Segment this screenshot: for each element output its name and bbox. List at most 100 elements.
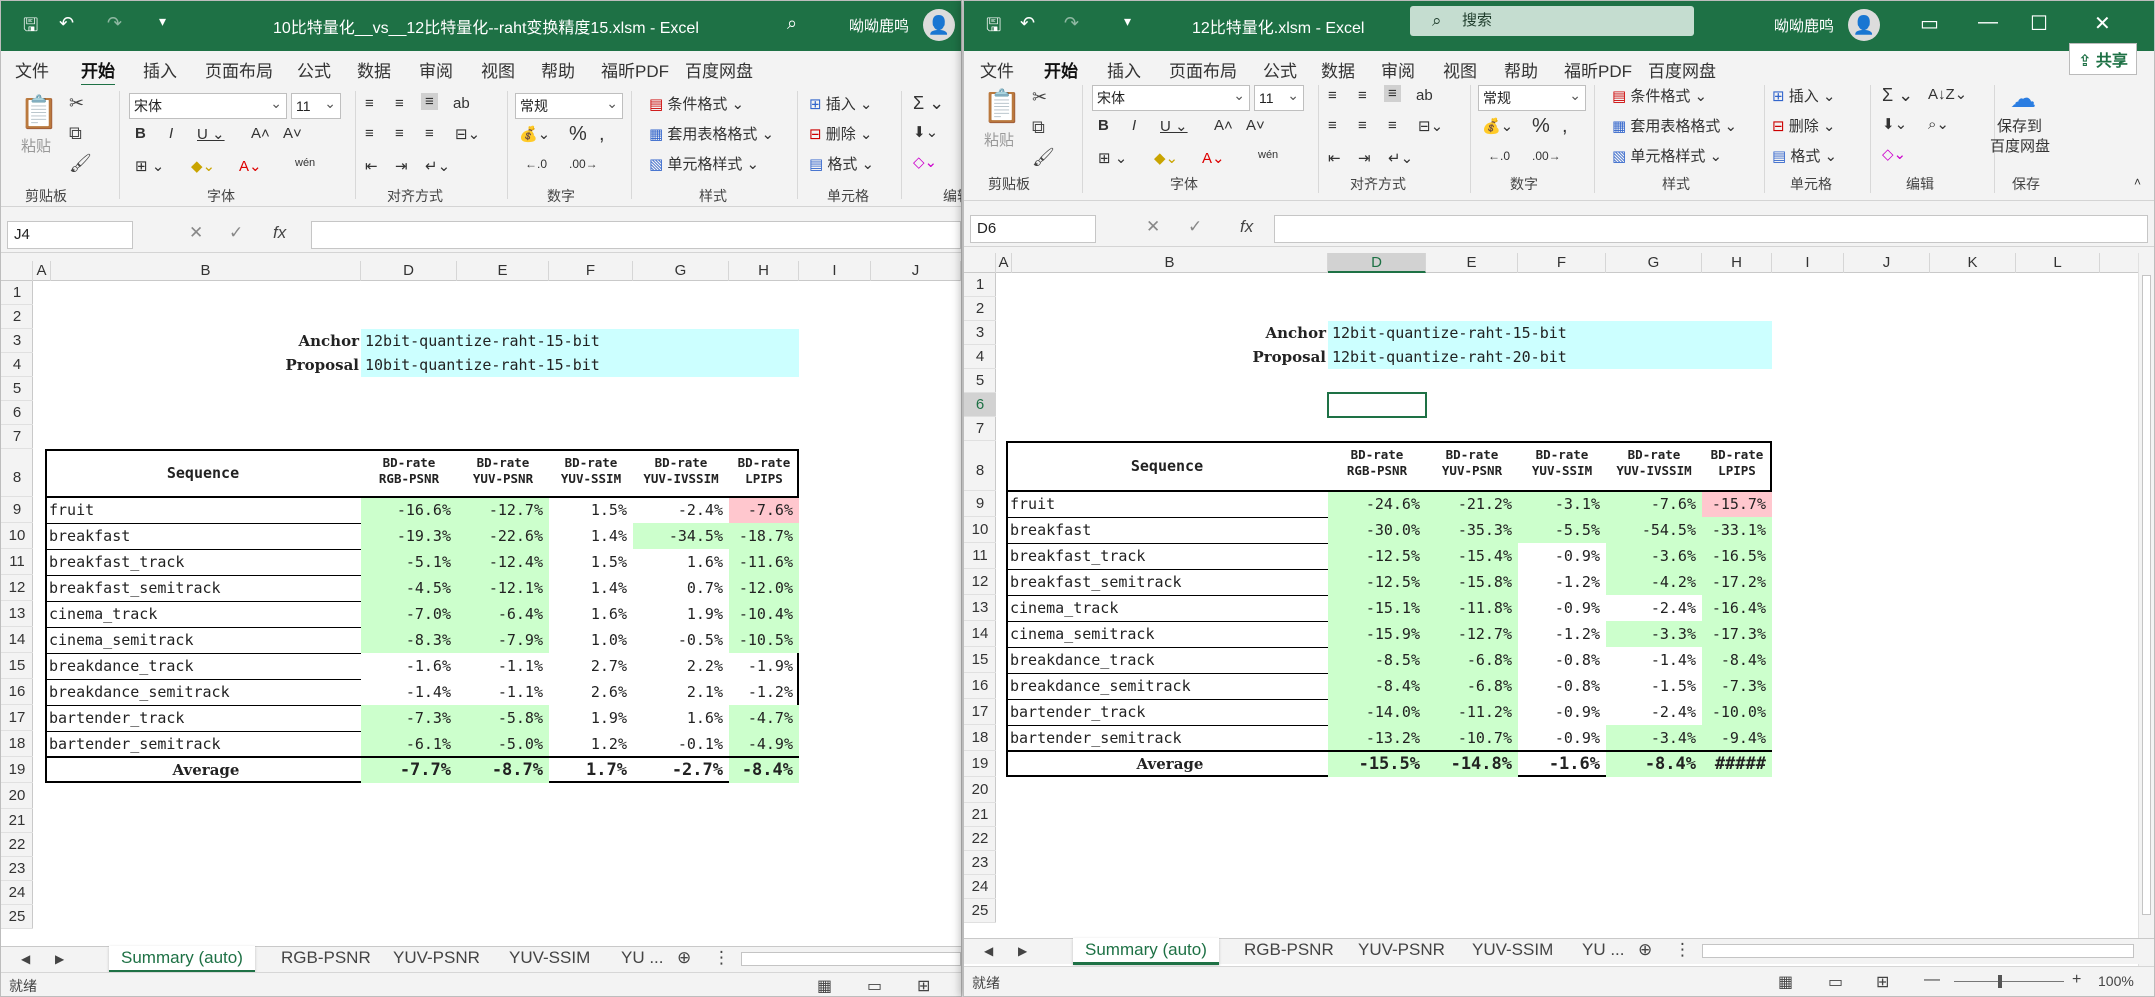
metric-value[interactable]: 1.4% — [590, 527, 627, 545]
paste-label[interactable]: 粘贴 — [984, 132, 1015, 149]
metric-value[interactable]: -30.0% — [1328, 517, 1426, 543]
row-header-4[interactable]: 4 — [964, 345, 996, 369]
metric-value[interactable]: -22.6% — [457, 523, 549, 549]
sequence-name[interactable]: cinema_track — [49, 605, 158, 623]
vertical-scrollbar[interactable] — [2138, 253, 2154, 996]
metric-value[interactable]: -5.8% — [457, 705, 549, 731]
decrease-decimal-icon[interactable]: .00→ — [1532, 149, 1561, 163]
enter-icon[interactable]: ✓ — [1188, 217, 1203, 236]
insert-function-icon[interactable]: fx — [273, 223, 287, 242]
row-header-23[interactable]: 23 — [1, 857, 33, 881]
metric-value[interactable]: 1.0% — [590, 631, 627, 649]
row-header-5[interactable]: 5 — [964, 369, 996, 393]
metric-value[interactable]: -12.1% — [457, 575, 549, 601]
more-sheets-icon[interactable]: ⋮ — [1674, 940, 1691, 959]
format-painter-icon[interactable]: 🖌 — [69, 153, 92, 173]
font-name-select[interactable]: 宋体 — [129, 91, 287, 119]
metric-value[interactable]: 1.6% — [590, 605, 627, 623]
metric-value[interactable]: -1.2% — [747, 683, 793, 701]
tab-2[interactable]: 插入 — [1107, 62, 1141, 81]
metric-value[interactable]: -4.7% — [729, 705, 799, 731]
zoom-out-icon[interactable]: — — [1924, 971, 1940, 988]
metric-value[interactable]: -3.1% — [1518, 491, 1606, 517]
column-header-G[interactable]: G — [1606, 253, 1702, 273]
row-header-5[interactable]: 5 — [1, 377, 33, 401]
column-header-J[interactable]: J — [871, 261, 961, 281]
metric-value[interactable]: 1.4% — [590, 579, 627, 597]
close-icon[interactable]: ✕ — [2094, 13, 2111, 35]
row-header-17[interactable]: 17 — [1, 705, 33, 731]
average-value[interactable]: -8.7% — [457, 757, 549, 783]
avatar[interactable]: 👤 — [923, 9, 955, 41]
tab-8[interactable]: 帮助 — [541, 62, 575, 81]
cut-icon[interactable]: ✂ — [69, 93, 85, 113]
metric-value[interactable]: -7.3% — [1702, 673, 1772, 699]
sequence-name[interactable]: bartender_track — [49, 709, 185, 727]
tab-9[interactable]: 福昕PDF — [1564, 62, 1632, 81]
sheet-nav-next-icon[interactable]: ▶ — [1018, 944, 1028, 958]
row-header-20[interactable]: 20 — [1, 783, 33, 809]
sheet-tab-4[interactable]: YU ... — [1582, 940, 1625, 959]
metric-value[interactable]: -0.8% — [1554, 651, 1600, 669]
name-box[interactable]: J4 — [7, 221, 133, 249]
metric-value[interactable]: -11.8% — [1426, 595, 1518, 621]
metric-value[interactable]: -0.9% — [1554, 703, 1600, 721]
metric-value[interactable]: -7.9% — [457, 627, 549, 653]
more-sheets-icon[interactable]: ⋮ — [713, 948, 730, 967]
row-header-13[interactable]: 13 — [1, 601, 33, 627]
row-header-13[interactable]: 13 — [964, 595, 996, 621]
tab-5[interactable]: 数据 — [357, 62, 391, 81]
underline-button[interactable]: U ⌄ — [1160, 118, 1188, 135]
row-header-9[interactable]: 9 — [1, 497, 33, 523]
metric-value[interactable]: -12.7% — [1426, 621, 1518, 647]
metric-value[interactable]: -9.4% — [1702, 725, 1772, 751]
vertical-scrollbar-thumb[interactable] — [2142, 275, 2151, 915]
metric-value[interactable]: -1.5% — [1650, 677, 1696, 695]
increase-decimal-icon[interactable]: ←.0 — [1488, 149, 1511, 163]
collapse-ribbon-icon[interactable]: ˄ — [2134, 175, 2142, 189]
metric-value[interactable]: -12.0% — [729, 575, 799, 601]
column-header-A[interactable]: A — [33, 261, 51, 281]
proposal-value[interactable]: 10bit-quantize-raht-15-bit — [361, 353, 799, 377]
customize-qat-icon[interactable]: ▾ — [159, 13, 167, 29]
fill-color-icon[interactable]: ◆⌄ — [1154, 150, 1179, 167]
metric-value[interactable]: -8.3% — [361, 627, 457, 653]
metric-value[interactable]: -4.5% — [361, 575, 457, 601]
comma-icon[interactable]: , — [1562, 115, 1568, 137]
add-sheet-icon[interactable]: ⊕ — [677, 948, 692, 967]
row-header-25[interactable]: 25 — [964, 899, 996, 923]
metric-value[interactable]: -0.5% — [677, 631, 723, 649]
align-bottom-icon[interactable]: ≡ — [1384, 85, 1401, 102]
metric-value[interactable]: -8.4% — [1328, 673, 1426, 699]
align-left-icon[interactable]: ≡ — [1328, 117, 1337, 134]
align-top-icon[interactable]: ≡ — [365, 95, 374, 112]
metric-value[interactable]: -16.6% — [361, 497, 457, 523]
font-size-select[interactable]: 11 — [291, 91, 341, 119]
metric-header-0[interactable]: BD-rate RGB-PSNR — [361, 455, 457, 487]
metric-value[interactable]: -7.6% — [1606, 491, 1702, 517]
sequence-name[interactable]: breakfast_semitrack — [1010, 573, 1182, 591]
metric-value[interactable]: -10.0% — [1702, 699, 1772, 725]
sequence-name[interactable]: breakdance_semitrack — [49, 683, 230, 701]
italic-button[interactable]: I — [1132, 117, 1137, 134]
name-box[interactable]: D6 — [970, 215, 1096, 243]
search-box[interactable]: ⌕ 搜索 — [1410, 6, 1694, 36]
cell-style-button[interactable]: ▧ 单元格样式 ⌄ — [1612, 148, 1723, 165]
metric-value[interactable]: -10.4% — [729, 601, 799, 627]
zoom-level[interactable]: 100% — [2098, 973, 2134, 989]
tab-6[interactable]: 审阅 — [419, 62, 453, 81]
paste-icon[interactable]: 📋 — [19, 94, 59, 130]
bold-button[interactable]: B — [135, 125, 146, 142]
metric-value[interactable]: -1.4% — [405, 683, 451, 701]
align-center-icon[interactable]: ≡ — [395, 125, 404, 142]
page-break-icon[interactable]: ⊞ — [917, 978, 931, 995]
paste-icon[interactable]: 📋 — [982, 88, 1022, 124]
sheet-nav-prev-icon[interactable]: ◀ — [984, 944, 994, 958]
proposal-value[interactable]: 12bit-quantize-raht-20-bit — [1328, 345, 1772, 369]
clear-icon[interactable]: ◇⌄ — [913, 154, 938, 171]
number-format-select[interactable]: 常规 — [1478, 83, 1586, 111]
row-header-15[interactable]: 15 — [1, 653, 33, 679]
sequence-name[interactable]: breakfast — [49, 527, 131, 545]
tab-7[interactable]: 视图 — [1443, 62, 1477, 81]
decrease-font-icon[interactable]: A˅ — [283, 125, 302, 142]
